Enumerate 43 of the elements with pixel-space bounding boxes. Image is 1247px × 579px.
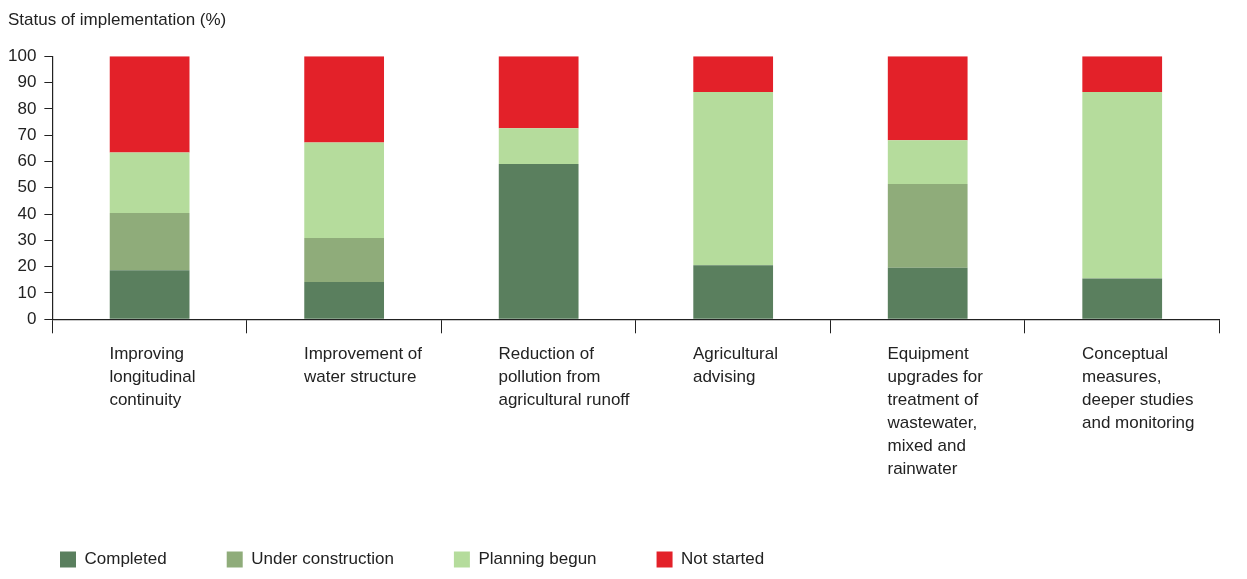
bar xyxy=(1082,278,1163,319)
x-tick-label: Equipment upgrades for treatment of wastewater, mixed and rainwater xyxy=(886,344,984,479)
x-tick-label: Improving longitudinal continuity xyxy=(109,344,196,410)
y-tick-label: 100 xyxy=(7,45,37,65)
legend-label: Not started xyxy=(681,549,765,569)
bar xyxy=(887,267,968,319)
bar xyxy=(109,152,190,214)
x-tick-label: Conceptual measures, deeper studies and monitoring xyxy=(1081,344,1195,433)
bar xyxy=(498,128,579,165)
bar xyxy=(304,142,385,238)
x-tick-label: Agricultural advising xyxy=(692,344,779,387)
bar xyxy=(887,184,968,268)
y-axis-title: Status of implementation (%) xyxy=(8,10,227,30)
x-tick-label: Reduction of pollution from agricultural runoff xyxy=(498,344,630,410)
y-tick-label: 80 xyxy=(17,98,37,118)
y-tick-label: 30 xyxy=(17,230,37,250)
y-tick-label: 90 xyxy=(17,72,37,92)
bar xyxy=(109,213,190,271)
bar xyxy=(887,140,968,185)
bar xyxy=(109,270,190,319)
bar xyxy=(693,265,774,319)
bar xyxy=(109,56,190,153)
bar xyxy=(887,56,968,141)
bar xyxy=(693,56,774,92)
y-tick-label: 0 xyxy=(26,308,37,328)
y-tick-label: 20 xyxy=(17,256,37,276)
bar xyxy=(304,56,385,143)
bar xyxy=(1082,91,1163,279)
legend-label: Planning begun xyxy=(478,549,597,569)
y-tick-label: 60 xyxy=(17,151,37,171)
bar xyxy=(498,164,579,319)
bar xyxy=(304,238,385,282)
legend-label: Completed xyxy=(84,549,167,569)
bar xyxy=(693,91,774,266)
y-tick-label: 10 xyxy=(17,282,37,302)
legend-label: Under construction xyxy=(251,549,394,569)
y-tick-label: 50 xyxy=(17,177,37,197)
bar xyxy=(1082,56,1163,92)
bar xyxy=(498,56,579,129)
x-tick-label: Improvement of water structure xyxy=(302,344,423,387)
y-tick-label: 40 xyxy=(17,203,37,223)
y-tick-label: 70 xyxy=(17,124,37,144)
bar xyxy=(304,281,385,319)
